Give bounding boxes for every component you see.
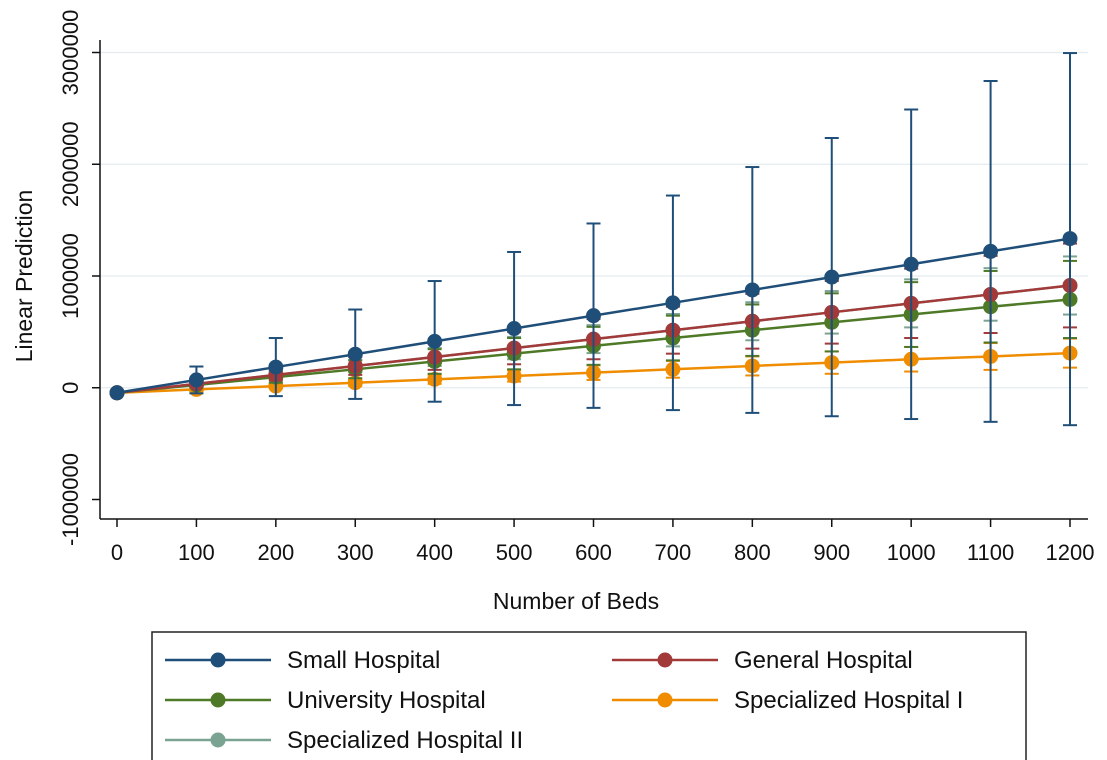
x-tick-label: 600 (575, 540, 612, 565)
x-tick-label: 1000 (887, 540, 936, 565)
y-axis-title: Linear Prediction (11, 190, 37, 363)
data-point (347, 346, 363, 362)
series-small-hospital (109, 52, 1078, 427)
x-tick-label: 1100 (967, 540, 1014, 565)
x-tick-label: 1200 (1046, 540, 1095, 565)
legend-swatch-marker (657, 652, 673, 668)
legend-label: Small Hospital (287, 647, 440, 674)
data-point (188, 372, 204, 388)
legend-box (151, 631, 1027, 760)
axes: -1000000 0 1000000 2000000 3000000 0 100 200 300… (58, 10, 1094, 565)
data-point (427, 333, 443, 349)
legend-swatch-marker (210, 652, 226, 668)
y-tick-label: 2000000 (58, 121, 83, 207)
x-tick-label: 700 (655, 540, 692, 565)
y-tick-label: 1000000 (58, 233, 83, 319)
legend-swatch-marker (657, 692, 673, 708)
data-point (1062, 231, 1078, 247)
data-point (665, 295, 681, 311)
series-layer (109, 52, 1078, 427)
data-point (744, 282, 760, 298)
x-tick-label: 900 (813, 540, 850, 565)
data-point (824, 269, 840, 285)
y-tick-label: -1000000 (58, 453, 83, 546)
x-tick-label: 300 (337, 540, 374, 565)
legend-swatch-marker (210, 732, 226, 748)
y-tick-label: 0 (58, 382, 83, 394)
data-point (268, 359, 284, 375)
data-point (983, 243, 999, 259)
data-point (109, 385, 125, 401)
legend-label: Specialized Hospital I (734, 687, 963, 714)
x-tick-label: 100 (178, 540, 215, 565)
legend: Small Hospital General Hospital University… (151, 631, 1027, 760)
x-tick-label: 500 (496, 540, 533, 565)
legend-swatch-marker (210, 692, 226, 708)
legend-label: University Hospital (287, 687, 486, 714)
data-point (903, 256, 919, 272)
legend-label: Specialized Hospital II (287, 727, 523, 754)
x-tick-label: 400 (416, 540, 453, 565)
data-point (586, 308, 601, 324)
x-axis-title: Number of Beds (493, 588, 659, 614)
x-tick-label: 800 (734, 540, 771, 565)
data-point (506, 321, 522, 337)
x-tick-label: 200 (257, 540, 294, 565)
x-tick-label: 0 (111, 540, 123, 565)
legend-label: General Hospital (734, 647, 913, 674)
y-tick-label: 3000000 (58, 10, 83, 96)
